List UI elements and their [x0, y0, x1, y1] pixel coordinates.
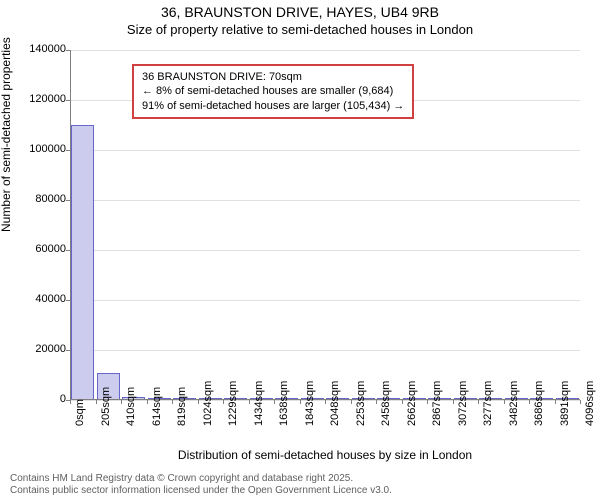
x-tick-label: 3891sqm — [559, 381, 571, 426]
x-tick-mark — [147, 400, 148, 404]
x-tick-label: 3277sqm — [482, 381, 494, 426]
x-tick-label: 1434sqm — [253, 381, 265, 426]
x-tick-label: 614sqm — [151, 387, 163, 426]
x-tick-mark — [376, 400, 377, 404]
x-tick-mark — [198, 400, 199, 404]
x-tick-mark — [504, 400, 505, 404]
x-tick-label: 1024sqm — [202, 381, 214, 426]
plot-area: 36 BRAUNSTON DRIVE: 70sqm← 8% of semi-de… — [70, 50, 580, 400]
x-axis-label: Distribution of semi-detached houses by … — [70, 448, 580, 462]
x-tick-label: 205sqm — [100, 387, 112, 426]
x-tick-label: 3072sqm — [457, 381, 469, 426]
x-tick-mark — [529, 400, 530, 404]
annotation-line: ← 8% of semi-detached houses are smaller… — [142, 84, 404, 98]
y-tick-label: 0 — [6, 393, 66, 405]
x-tick-mark — [351, 400, 352, 404]
x-tick-label: 1229sqm — [227, 381, 239, 426]
x-tick-label: 0sqm — [74, 399, 86, 426]
x-tick-mark — [478, 400, 479, 404]
y-tick-label: 140000 — [6, 43, 66, 55]
x-tick-mark — [300, 400, 301, 404]
y-tick-label: 80000 — [6, 193, 66, 205]
y-axis-line — [70, 50, 71, 400]
y-tick-label: 40000 — [6, 293, 66, 305]
x-tick-label: 2048sqm — [329, 381, 341, 426]
x-tick-label: 4096sqm — [584, 381, 596, 426]
footer-line1: Contains HM Land Registry data © Crown c… — [10, 473, 353, 484]
annotation-line: 36 BRAUNSTON DRIVE: 70sqm — [142, 70, 404, 84]
x-tick-label: 3482sqm — [508, 381, 520, 426]
y-tick-label: 120000 — [6, 93, 66, 105]
x-tick-label: 2458sqm — [380, 381, 392, 426]
property-size-chart: 36, BRAUNSTON DRIVE, HAYES, UB4 9RB Size… — [0, 0, 600, 500]
x-tick-mark — [274, 400, 275, 404]
x-tick-label: 2662sqm — [406, 381, 418, 426]
x-tick-mark — [172, 400, 173, 404]
x-tick-label: 819sqm — [176, 387, 188, 426]
y-tick-label: 60000 — [6, 243, 66, 255]
x-tick-label: 1638sqm — [278, 381, 290, 426]
x-tick-label: 1843sqm — [304, 381, 316, 426]
x-tick-mark — [96, 400, 97, 404]
title-subtitle: Size of property relative to semi-detach… — [0, 22, 600, 37]
x-tick-label: 410sqm — [125, 387, 137, 426]
x-tick-label: 2253sqm — [355, 381, 367, 426]
y-tick-label: 100000 — [6, 143, 66, 155]
x-tick-mark — [453, 400, 454, 404]
chart-title: 36, BRAUNSTON DRIVE, HAYES, UB4 9RB Size… — [0, 4, 600, 37]
x-tick-mark — [249, 400, 250, 404]
histogram-bar — [71, 125, 94, 400]
annotation-line: 91% of semi-detached houses are larger (… — [142, 99, 404, 113]
y-tick-label: 20000 — [6, 343, 66, 355]
x-tick-label: 3686sqm — [533, 381, 545, 426]
x-tick-mark — [223, 400, 224, 404]
x-tick-mark — [121, 400, 122, 404]
annotation-box: 36 BRAUNSTON DRIVE: 70sqm← 8% of semi-de… — [132, 64, 414, 119]
title-address: 36, BRAUNSTON DRIVE, HAYES, UB4 9RB — [0, 4, 600, 20]
x-tick-mark — [427, 400, 428, 404]
x-tick-mark — [580, 400, 581, 404]
x-tick-label: 2867sqm — [431, 381, 443, 426]
x-tick-mark — [325, 400, 326, 404]
x-tick-mark — [555, 400, 556, 404]
x-tick-mark — [70, 400, 71, 404]
footer-line2: Contains public sector information licen… — [10, 485, 392, 496]
x-tick-mark — [402, 400, 403, 404]
